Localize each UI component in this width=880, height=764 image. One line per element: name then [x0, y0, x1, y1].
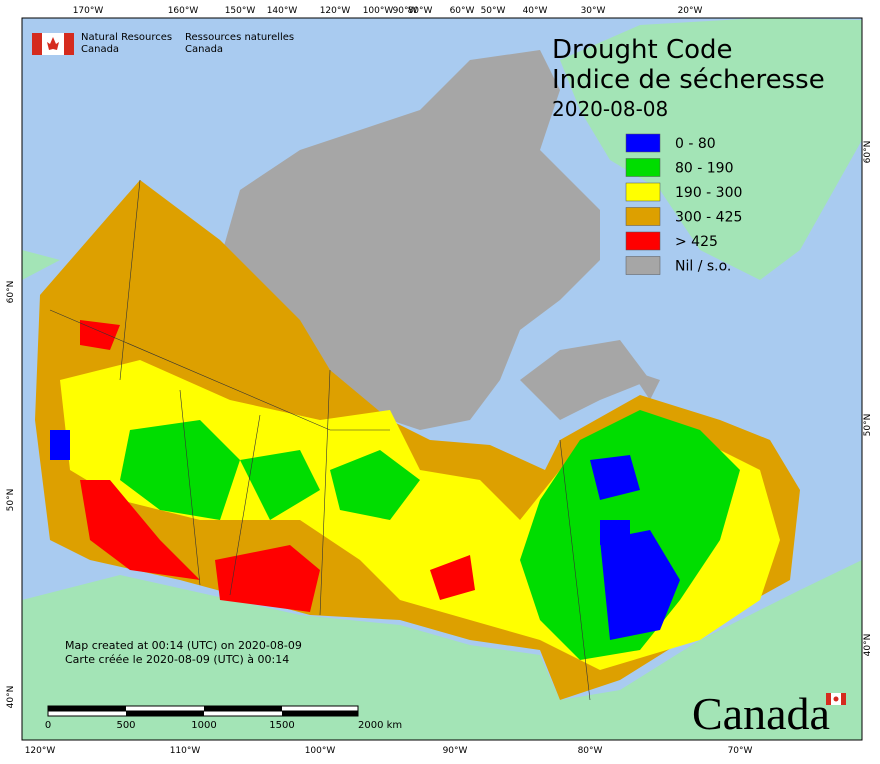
scale-bar [47, 705, 359, 717]
right-axis-label: 40°N [863, 634, 873, 657]
legend-label: 80 - 190 [675, 161, 734, 177]
legend-swatch [625, 207, 661, 226]
top-axis-label: 160°W [168, 6, 199, 16]
title: Indice de sécheresse [552, 65, 825, 95]
legend-label: Nil / s.o. [675, 259, 731, 275]
top-axis-label: 170°W [73, 6, 104, 16]
legend-label: 300 - 425 [675, 210, 742, 226]
bottom-axis-label: 90°W [443, 746, 468, 756]
left-axis-label: 60°N [6, 281, 16, 304]
right-axis-label: 50°N [863, 414, 873, 437]
alaska [22, 250, 60, 280]
top-axis-label: 20°W [678, 6, 703, 16]
top-axis-label: 50°W [481, 6, 506, 16]
legend-label: > 425 [675, 234, 718, 250]
bottom-axis-label: 100°W [305, 746, 336, 756]
legend-swatch [625, 256, 661, 275]
scale-label: 1500 [269, 720, 294, 731]
top-axis-label: 60°W [450, 6, 475, 16]
bottom-axis-label: 70°W [728, 746, 753, 756]
note: Carte créée le 2020-08-09 (UTC) à 00:14 [65, 653, 289, 666]
top-axis-label: 140°W [267, 6, 298, 16]
bottom-axis-label: 110°W [170, 746, 201, 756]
top-axis-label: 40°W [523, 6, 548, 16]
top-axis-label: 100°W [363, 6, 394, 16]
title: Drought Code [552, 35, 733, 65]
top-axis-label: 30°W [581, 6, 606, 16]
left-axis-label: 40°N [6, 686, 16, 709]
legend-swatch [625, 231, 661, 251]
bottom-axis-label: 120°W [25, 746, 56, 756]
scale-label: 1000 [191, 720, 216, 731]
legend-swatch [625, 158, 661, 177]
scale-label: 2000 km [358, 720, 402, 731]
legend-swatch [625, 133, 661, 153]
greenland [560, 18, 862, 280]
legend-swatch [625, 182, 661, 202]
date: 2020-08-08 [552, 97, 668, 121]
drought-zones [50, 320, 780, 670]
agency-en: Canada [81, 44, 119, 55]
agency-en: Natural Resources [81, 32, 172, 43]
map-area [21, 17, 863, 741]
usa [22, 560, 862, 740]
top-axis-label: 120°W [320, 6, 351, 16]
right-axis-label: 60°N [863, 141, 873, 164]
note: Map created at 00:14 (UTC) on 2020-08-09 [65, 639, 302, 652]
agency-fr: Ressources naturelles [185, 32, 294, 43]
frame [21, 17, 863, 741]
flag-logo [32, 33, 74, 55]
left-axis-label: 50°N [6, 489, 16, 512]
agency-fr: Canada [185, 44, 223, 55]
scale-label: 0 [45, 720, 51, 731]
arctic-islands [220, 50, 660, 430]
legend-label: 190 - 300 [675, 185, 742, 201]
top-axis-label: 80°W [408, 6, 433, 16]
top-axis-label: 90°W [393, 6, 418, 16]
wordmark: Canada [692, 688, 830, 739]
legend-label: 0 - 80 [675, 136, 716, 152]
bottom-axis-label: 80°W [578, 746, 603, 756]
top-axis-label: 150°W [225, 6, 256, 16]
borders [49, 179, 591, 701]
scale-label: 500 [116, 720, 135, 731]
wordmark-flag [826, 693, 846, 705]
